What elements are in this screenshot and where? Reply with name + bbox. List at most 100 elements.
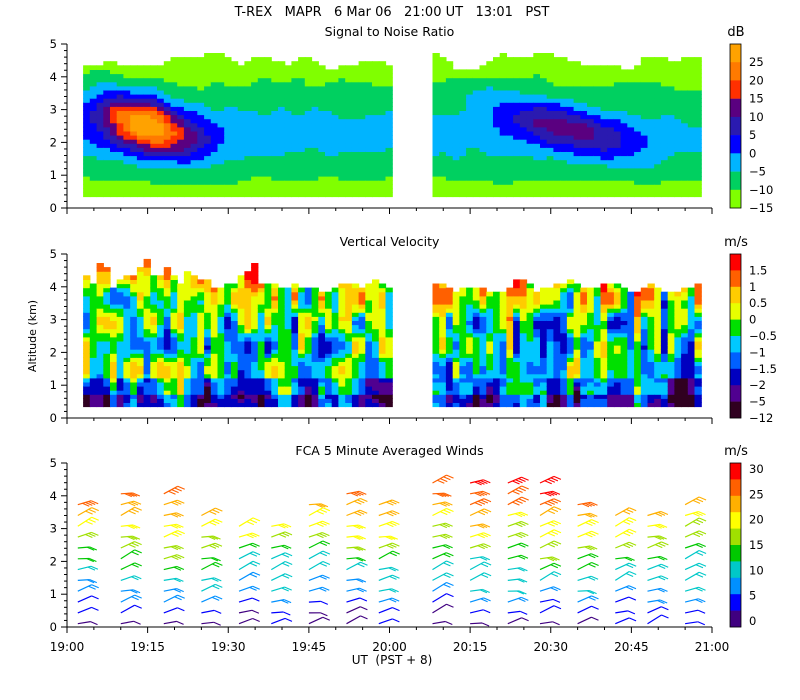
heatmap-cell — [291, 402, 299, 408]
heatmap-cell — [378, 345, 387, 350]
heatmap-cell — [143, 324, 151, 330]
heatmap-cell — [116, 69, 125, 75]
heatmap-cell — [264, 188, 272, 193]
heatmap-cell — [130, 283, 138, 289]
heatmap-cell — [587, 73, 595, 79]
heatmap-cell — [170, 180, 178, 185]
heatmap-cell — [237, 365, 246, 371]
heatmap-cell — [654, 147, 662, 152]
heatmap-cell — [553, 304, 561, 309]
heatmap-cell — [311, 143, 319, 148]
heatmap-cell — [110, 369, 118, 375]
heatmap-cell — [284, 349, 293, 354]
heatmap-cell — [694, 69, 702, 75]
heatmap-cell — [331, 308, 340, 313]
heatmap-cell — [96, 106, 104, 111]
heatmap-cell — [170, 357, 178, 362]
heatmap-cell — [580, 394, 588, 399]
heatmap-cell — [634, 98, 642, 103]
heatmap-cell — [513, 279, 521, 285]
heatmap-cell — [378, 171, 387, 177]
heatmap-cell — [83, 126, 91, 132]
heatmap-cell — [540, 390, 548, 395]
heatmap-cell — [640, 85, 649, 91]
heatmap-cell — [546, 61, 555, 66]
heatmap-cell — [110, 122, 118, 128]
colorbar-swatch — [730, 62, 741, 81]
heatmap-cell — [318, 353, 326, 358]
heatmap-cell — [654, 159, 662, 165]
heatmap-cell — [190, 163, 198, 169]
heatmap-cell — [519, 126, 528, 132]
heatmap-cell — [493, 180, 501, 185]
heatmap-cell — [183, 381, 192, 387]
heatmap-cell — [264, 167, 272, 173]
heatmap-cell — [237, 85, 246, 91]
heatmap-cell — [284, 159, 293, 165]
heatmap-cell — [217, 94, 225, 99]
heatmap-cell — [230, 287, 239, 293]
heatmap-cell — [533, 398, 541, 403]
heatmap-cell — [318, 304, 326, 309]
heatmap-cell — [96, 295, 104, 301]
colorbar-label: 15 — [749, 92, 764, 106]
heatmap-cell — [452, 291, 461, 297]
heatmap-cell — [351, 77, 360, 83]
plot-area — [83, 53, 702, 198]
heatmap-cell — [613, 65, 622, 70]
heatmap-cell — [560, 89, 568, 95]
heatmap-cell — [526, 381, 534, 387]
heatmap-cell — [338, 81, 346, 87]
heatmap-cell — [566, 345, 575, 350]
heatmap-cell — [284, 386, 293, 391]
heatmap-cell — [150, 139, 158, 144]
heatmap-cell — [110, 98, 118, 103]
heatmap-cell — [432, 126, 440, 132]
heatmap-cell — [378, 283, 387, 289]
heatmap-cell — [546, 332, 555, 338]
heatmap-cell — [587, 163, 595, 169]
heatmap-cell — [311, 316, 319, 321]
heatmap-cell — [217, 130, 225, 136]
heatmap-cell — [291, 336, 299, 342]
heatmap-cell — [190, 369, 198, 375]
heatmap-cell — [183, 163, 192, 169]
heatmap-cell — [553, 81, 561, 87]
heatmap-cell — [372, 163, 380, 169]
heatmap-cell — [96, 118, 104, 124]
heatmap-cell — [466, 373, 474, 379]
heatmap-cell — [157, 126, 165, 132]
heatmap-cell — [230, 73, 239, 79]
heatmap-cell — [271, 365, 279, 371]
heatmap-cell — [694, 192, 702, 198]
heatmap-cell — [372, 65, 380, 70]
heatmap-cell — [560, 345, 568, 350]
heatmap-cell — [318, 106, 326, 111]
heatmap-cell — [130, 151, 138, 157]
heatmap-cell — [365, 118, 373, 124]
heatmap-cell — [183, 143, 192, 148]
heatmap-cell — [190, 381, 198, 387]
heatmap-cell — [513, 291, 521, 297]
heatmap-cell — [681, 184, 689, 189]
heatmap-cell — [237, 316, 246, 321]
heatmap-cell — [318, 328, 326, 334]
heatmap-cell — [264, 386, 272, 391]
heatmap-cell — [143, 336, 151, 342]
heatmap-cell — [311, 386, 319, 391]
heatmap-cell — [694, 81, 702, 87]
heatmap-cell — [566, 184, 575, 189]
heatmap-cell — [452, 184, 461, 189]
heatmap-cell — [157, 320, 165, 326]
heatmap-cell — [687, 85, 696, 91]
heatmap-cell — [560, 147, 568, 152]
heatmap-cell — [304, 167, 313, 173]
heatmap-cell — [687, 180, 696, 185]
heatmap-cell — [116, 353, 125, 358]
heatmap-cell — [318, 135, 326, 140]
heatmap-cell — [251, 188, 259, 193]
heatmap-cell — [687, 130, 696, 136]
heatmap-cell — [338, 287, 346, 293]
heatmap-cell — [566, 353, 575, 358]
heatmap-cell — [432, 61, 440, 66]
